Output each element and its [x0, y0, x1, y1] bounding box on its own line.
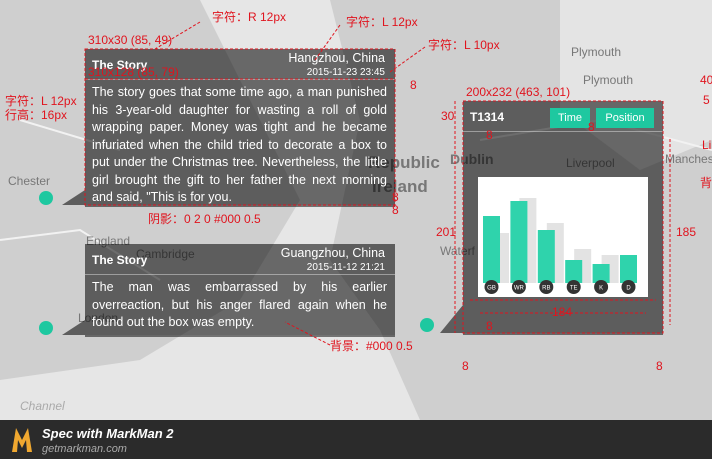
- annotation: 30: [441, 109, 455, 123]
- annotation: 8: [656, 359, 663, 373]
- annotation: 字符：L 10px: [428, 37, 500, 52]
- map-label: Channel: [20, 399, 65, 413]
- map-label: Plymouth: [583, 73, 633, 87]
- mini-chart: GB WR RB TE K D: [483, 198, 637, 294]
- footer-url: getmarkman.com: [42, 443, 127, 455]
- story-card: The Story Hangzhou, China 2015-11-23 23:…: [85, 49, 395, 205]
- map-pins: [39, 191, 434, 335]
- annotation: 8: [486, 319, 493, 333]
- map-pin: [39, 321, 53, 335]
- annotation: 184: [552, 305, 572, 319]
- annotation: 5: [703, 93, 710, 107]
- card-tail: [440, 305, 463, 333]
- card-body: The man was embarrassed by his earlier o…: [92, 280, 387, 329]
- bar: [483, 216, 500, 283]
- x-tick-label: RB: [542, 286, 550, 292]
- map-label: Chester: [8, 174, 50, 188]
- annotation: 阴影：0 2 0 #000 0.5: [148, 212, 261, 226]
- annotation: 310x128 (85, 79): [88, 65, 179, 79]
- logo: [12, 428, 32, 452]
- measure-line: [154, 21, 201, 50]
- x-label-dot: [539, 280, 554, 294]
- x-tick-label: WR: [514, 286, 525, 292]
- annotation: Li: [702, 138, 711, 152]
- annotation: 字符：L 12px: [346, 14, 418, 29]
- card-time: 2015-11-23 23:45: [306, 67, 385, 78]
- annotation: 200x232 (463, 101): [466, 85, 570, 99]
- annotation: 8: [486, 128, 493, 142]
- card-tails: [62, 190, 463, 335]
- measure-lines: [84, 21, 671, 346]
- x-label-dot: [511, 280, 526, 294]
- bar: [565, 260, 583, 283]
- position-button[interactable]: Position: [596, 108, 654, 128]
- annotation: 8: [392, 203, 399, 217]
- measure-line: [389, 46, 426, 73]
- footer-title: Spec with MarkMan 2: [42, 426, 174, 441]
- card-header: The Story Guangzhou, China 2015-11-12 21…: [85, 244, 395, 275]
- annotation: 背景：#000 0.5: [330, 339, 413, 353]
- measure-box: [84, 48, 396, 206]
- annotation: 行高：16px: [5, 107, 67, 122]
- annotation: 背: [700, 176, 712, 190]
- story-card: The Story Guangzhou, China 2015-11-12 21…: [85, 244, 395, 335]
- bar: [510, 201, 528, 283]
- card-header: T1314 Time Position: [463, 101, 663, 132]
- map-label: Manchest: [665, 152, 712, 166]
- map-road: [0, 118, 712, 281]
- card-place: Hangzhou, China: [288, 51, 385, 65]
- time-button[interactable]: Time: [550, 108, 590, 128]
- measure-box: [462, 100, 664, 334]
- x-tick-label: GB: [487, 286, 496, 292]
- annotation: 310x30 (85, 49): [88, 33, 172, 47]
- bar: [537, 230, 555, 283]
- map-label: Plymouth: [571, 45, 621, 59]
- x-tick-label: D: [626, 286, 631, 292]
- footer: [0, 420, 712, 459]
- card-title: The Story: [92, 253, 148, 267]
- card-title: T1314: [470, 110, 505, 124]
- card-title: The Story: [92, 58, 148, 72]
- measure-line: [284, 321, 331, 346]
- card-time: 2015-11-12 21:21: [306, 262, 385, 273]
- x-label-dot: [566, 280, 581, 294]
- annotation: 字符：L 12px: [5, 93, 77, 108]
- x-label-dot: [621, 280, 636, 294]
- map-pin: [39, 191, 53, 205]
- card-body: The story goes that some time ago, a man…: [92, 85, 387, 204]
- x-tick-label: TE: [570, 286, 578, 292]
- card-tail: [62, 320, 85, 335]
- card-place: Guangzhou, China: [280, 246, 385, 260]
- annotation: 8: [462, 359, 469, 373]
- annotation: 185: [676, 225, 696, 239]
- card-tail: [62, 190, 85, 205]
- annotation: 字符：R 12px: [212, 9, 286, 24]
- measure-line: [314, 24, 341, 61]
- annotation: 201: [436, 225, 456, 239]
- x-label-dot: [594, 280, 609, 294]
- bar: [592, 264, 610, 283]
- x-tick-label: K: [599, 286, 603, 292]
- map-pin: [420, 318, 434, 332]
- annotation: 8: [410, 78, 417, 92]
- annotation: 40: [700, 73, 712, 87]
- annotation: 8: [588, 120, 595, 134]
- annotation: 8: [392, 190, 399, 204]
- x-label-dot: [484, 280, 499, 294]
- bar: [620, 255, 637, 283]
